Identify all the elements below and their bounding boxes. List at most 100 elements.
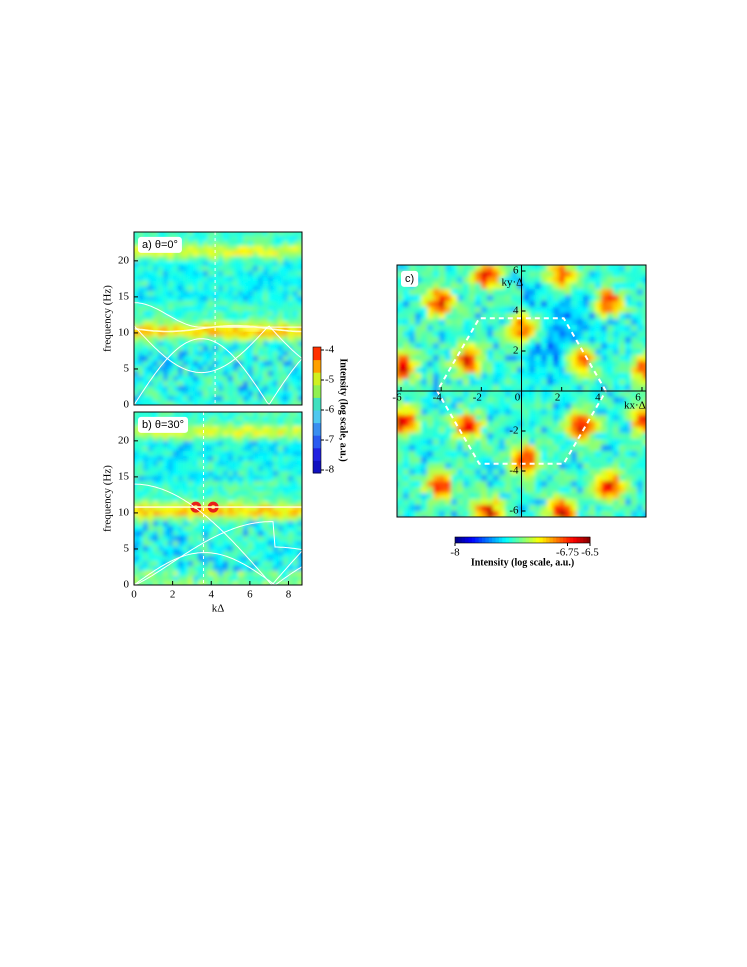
heatmap-cell (463, 307, 470, 314)
heatmap-cell (607, 481, 614, 488)
heatmap-cell (589, 457, 596, 464)
heatmap-cell (475, 439, 482, 446)
heatmap-cell (601, 331, 608, 338)
heatmap-cell (481, 379, 488, 386)
y-axis-label: frequency (Hz) (102, 465, 114, 532)
heatmap-cell (188, 406, 194, 412)
heatmap-cell (637, 313, 644, 320)
heatmap-cell (613, 409, 620, 416)
heatmap-cell (637, 415, 644, 422)
heatmap-cell (613, 283, 620, 290)
heatmap-cell (481, 277, 488, 284)
y-axis-label: ky·Δ (502, 277, 524, 289)
heatmap-cell (128, 241, 134, 247)
heatmap-cell (475, 367, 482, 374)
heatmap-cell (589, 301, 596, 308)
heatmap-cell (541, 295, 548, 302)
heatmap-cell (547, 283, 554, 290)
heatmap-cell (553, 277, 560, 284)
heatmap-cell (571, 301, 578, 308)
heatmap-cell (457, 313, 464, 320)
heatmap-cell (233, 406, 239, 412)
heatmap-cell (469, 493, 476, 500)
colorbar-segment (539, 537, 543, 543)
heatmap-cell (427, 445, 434, 452)
heatmap-cell (517, 325, 524, 332)
heatmap-cell (541, 301, 548, 308)
heatmap-cell (595, 427, 602, 434)
heatmap-cell (433, 445, 440, 452)
heatmap-cell (529, 337, 536, 344)
heatmap-cell (303, 481, 309, 487)
heatmap-cell (469, 373, 476, 380)
heatmap-cell (541, 415, 548, 422)
heatmap-cell (427, 505, 434, 512)
heatmap-cell (565, 289, 572, 296)
heatmap-cell (631, 427, 638, 434)
heatmap-cell (303, 406, 309, 412)
heatmap-cell (523, 361, 530, 368)
heatmap-cell (433, 499, 440, 506)
heatmap-cell (553, 265, 560, 272)
heatmap-cell (571, 271, 578, 278)
heatmap-cell (595, 493, 602, 500)
heatmap-cell (421, 499, 428, 506)
heatmap-cell (128, 566, 134, 572)
heatmap-cell (451, 367, 458, 374)
heatmap-cell (625, 481, 632, 488)
heatmap-cell (273, 406, 279, 412)
heatmap-texture (128, 406, 309, 592)
heatmap-cell (499, 409, 506, 416)
heatmap-cell (637, 265, 644, 272)
heatmap-cell (571, 517, 578, 524)
heatmap-cell (493, 481, 500, 488)
colorbar-segment (313, 350, 321, 354)
heatmap-cell (403, 493, 410, 500)
heatmap-cell (583, 331, 590, 338)
heatmap-cell (433, 313, 440, 320)
heatmap-cell (475, 337, 482, 344)
heatmap-cell (583, 493, 590, 500)
heatmap-cell (208, 406, 214, 412)
heatmap-cell (451, 403, 458, 410)
heatmap-cell (625, 355, 632, 362)
heatmap-cell (613, 397, 620, 404)
heatmap-cell (493, 439, 500, 446)
heatmap-cell (541, 319, 548, 326)
heatmap-cell (409, 349, 416, 356)
x-tick-label: 2 (555, 392, 561, 404)
heatmap-cell (649, 463, 656, 470)
heatmap-cell (613, 271, 620, 278)
heatmap-cell (487, 403, 494, 410)
heatmap-cell (193, 586, 199, 592)
heatmap-cell (565, 403, 572, 410)
heatmap-cell (481, 445, 488, 452)
x-tick-label: 2 (170, 589, 176, 601)
heatmap-cell (445, 301, 452, 308)
heatmap-cell (625, 373, 632, 380)
heatmap-cell (559, 487, 566, 494)
colorbar-segment (492, 537, 496, 543)
heatmap-cell (619, 325, 626, 332)
y-tick-label: -6 (509, 505, 519, 517)
heatmap-cell (397, 325, 404, 332)
heatmap-cell (433, 493, 440, 500)
heatmap-cell (303, 246, 309, 252)
heatmap-cell (601, 433, 608, 440)
heatmap-cell (433, 367, 440, 374)
colorbar-segment (472, 537, 476, 543)
heatmap-cell (303, 301, 309, 307)
x-tick-label: -4 (433, 392, 443, 404)
y-tick-label: 5 (124, 362, 130, 374)
heatmap-cell (637, 367, 644, 374)
heatmap-cell (571, 433, 578, 440)
heatmap-cell (475, 403, 482, 410)
heatmap-cell (523, 391, 530, 398)
colorbar-tick-label: -6 (325, 404, 335, 416)
heatmap-cell (547, 325, 554, 332)
heatmap-cell (403, 367, 410, 374)
heatmap-cell (601, 361, 608, 368)
heatmap-cell (493, 517, 500, 524)
heatmap-cell (535, 439, 542, 446)
heatmap-cell (303, 336, 309, 342)
